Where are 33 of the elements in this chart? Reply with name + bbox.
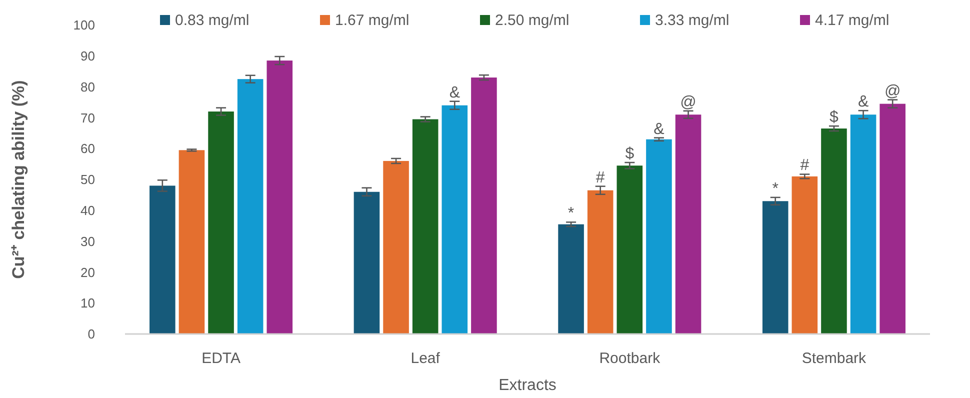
annotation: $ [830,109,839,126]
y-tick-label: 40 [80,202,95,218]
y-tick-label: 10 [80,296,95,311]
y-tick-label: 70 [80,110,95,126]
annotation: & [858,94,869,111]
annotation: # [596,169,605,186]
y-tick-label: 80 [80,79,95,94]
legend-label: 1.67 mg/ml [335,12,410,29]
legend-label: 0.83 mg/ml [175,12,250,29]
annotation: * [772,180,778,198]
x-tick-label: Leaf [410,350,441,367]
y-tick-label: 30 [80,234,95,249]
x-axis-title: Extracts [498,377,556,394]
y-tick-label: 0 [88,326,95,342]
y-tick-label: 50 [80,172,95,188]
x-tick-label: Stembark [802,350,867,367]
y-tick-label: 100 [73,18,95,33]
y-axis-title: Cu²⁺ chelating ability (%) [9,80,28,279]
legend-label: 4.17 mg/ml [815,12,890,29]
annotation: * [568,205,574,222]
annotation: @ [884,82,901,100]
x-tick-label: Rootbark [599,350,661,367]
annotation: @ [680,94,696,111]
annotation: & [654,120,665,138]
y-tick-label: 60 [80,141,95,156]
legend-label: 2.50 mg/ml [495,12,570,29]
annotation: # [800,157,810,174]
y-tick-label: 20 [80,264,95,280]
x-tick-label: EDTA [202,350,240,367]
annotation: & [449,84,460,102]
y-tick-label: 90 [80,48,95,64]
annotation: $ [625,146,634,163]
legend-label: 3.33 mg/ml [655,12,730,29]
